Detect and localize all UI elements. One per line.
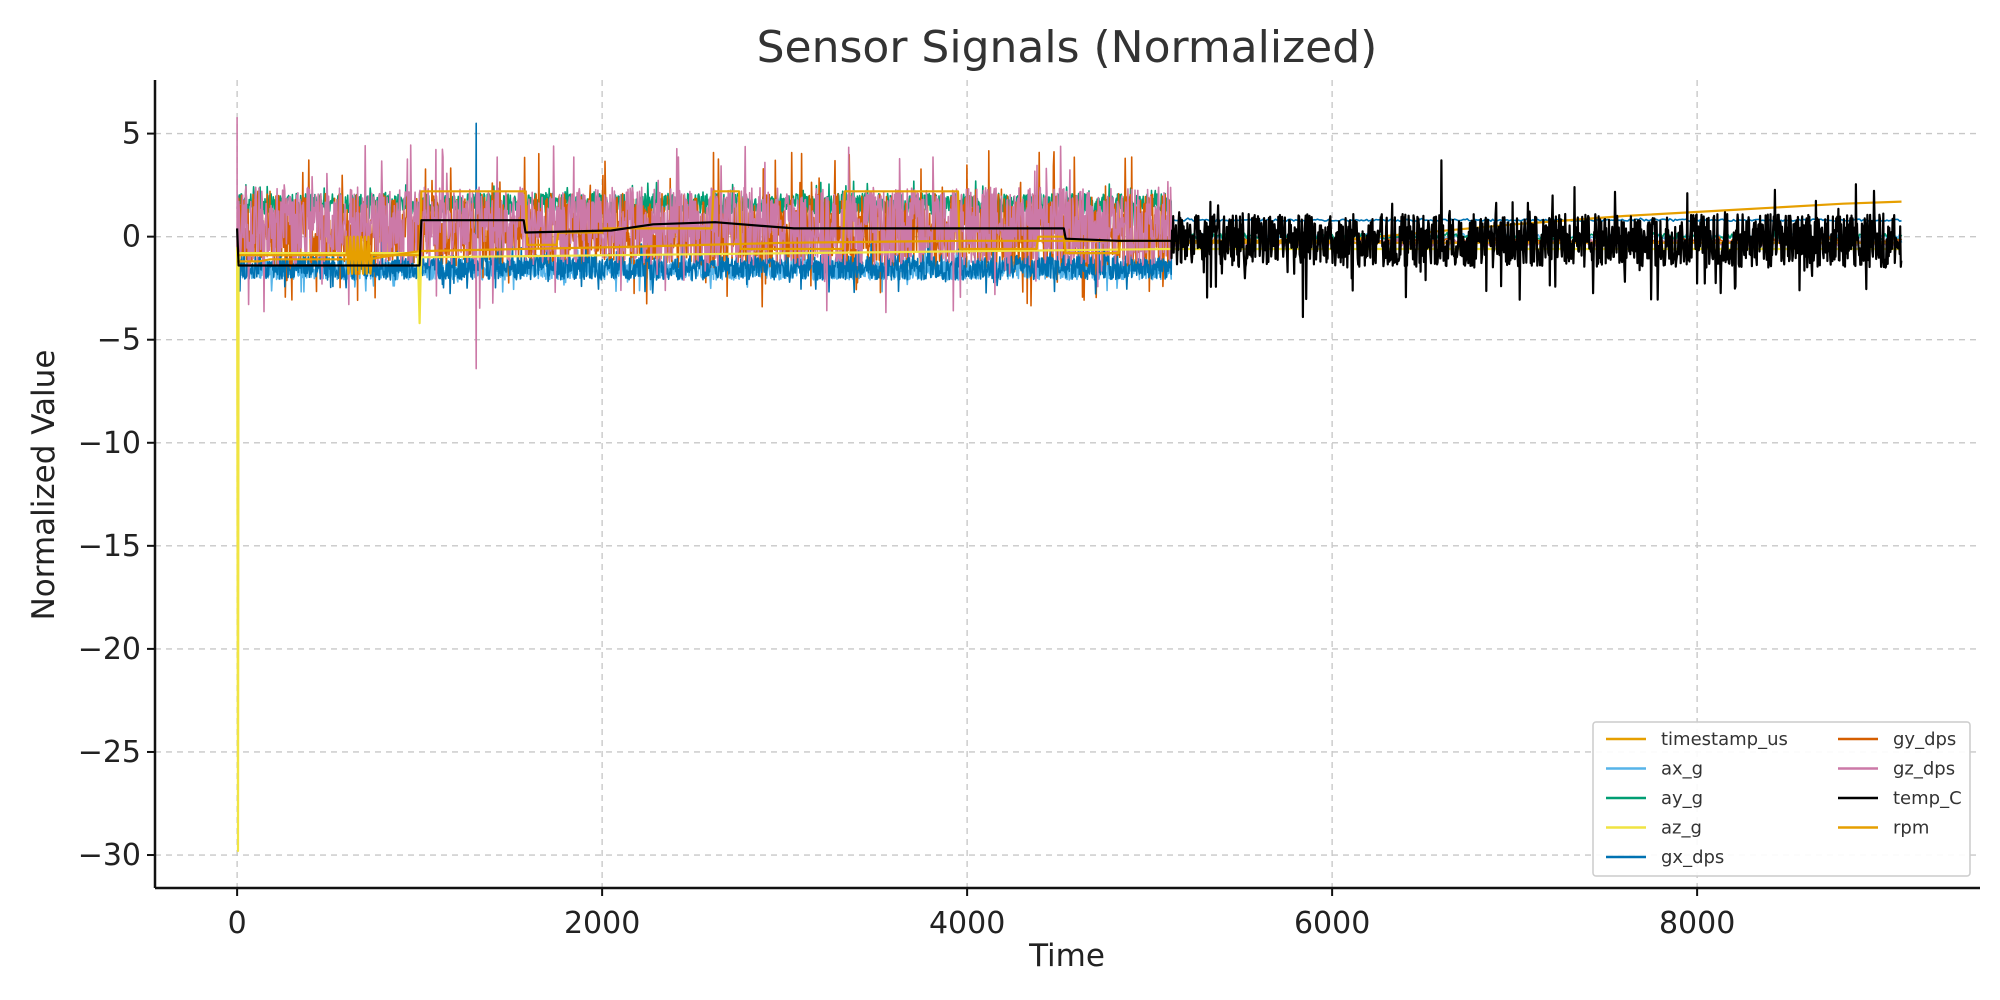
series-lines [236, 117, 1903, 852]
x-tick-label: 6000 [1294, 906, 1370, 941]
series-az_g [236, 246, 1902, 852]
series-line-rpm [237, 190, 1902, 275]
series-line-temp_C [236, 159, 1903, 319]
series-rpm [237, 190, 1902, 275]
legend-label: gy_dps [1893, 729, 1956, 750]
x-tick-label: 0 [228, 906, 247, 941]
series-temp_C [236, 159, 1903, 319]
axes [147, 80, 1980, 896]
legend-label: az_g [1661, 818, 1702, 839]
legend-label: gz_dps [1893, 759, 1955, 780]
legend-label: temp_C [1893, 788, 1962, 809]
legend-item-gz_dps: gz_dps [1838, 759, 1955, 780]
legend-label: ay_g [1661, 788, 1703, 809]
y-tick-label: 0 [122, 220, 141, 255]
legend-label: rpm [1893, 818, 1929, 839]
legend-item-ax_g: ax_g [1606, 759, 1703, 780]
x-tick-label: 4000 [929, 906, 1005, 941]
y-tick-label: −10 [78, 426, 141, 461]
legend-label: gx_dps [1661, 847, 1724, 868]
y-tick-label: 5 [122, 117, 141, 152]
legend-item-gx_dps: gx_dps [1606, 847, 1724, 868]
y-tick-label: −30 [78, 838, 141, 873]
y-tick-label: −20 [78, 632, 141, 667]
chart-title: Sensor Signals (Normalized) [757, 22, 1378, 73]
legend-box [1592, 721, 1971, 877]
y-tick-label: −25 [78, 735, 141, 770]
y-tick-label: −5 [97, 323, 141, 358]
x-tick-label: 2000 [564, 906, 640, 941]
y-axis-label: Normalized Value [26, 350, 62, 621]
tick-labels: 0 2000 4000 6000 8000 5 0 −5 −10 −15 −20 −25 −30 [78, 117, 1736, 941]
series-line-az_g [236, 246, 1902, 852]
x-axis-label: Time [1028, 938, 1105, 974]
x-tick-label: 8000 [1659, 906, 1735, 941]
legend-item-ay_g: ay_g [1606, 788, 1703, 809]
legend-item-timestamp_us: timestamp_us [1606, 729, 1788, 750]
legend: timestamp_us ax_g ay_g az_g gx_dps gy_dps gz_d… [1592, 721, 1971, 877]
legend-label: timestamp_us [1661, 729, 1788, 750]
legend-label: ax_g [1661, 759, 1703, 780]
y-tick-label: −15 [78, 529, 141, 564]
legend-item-temp_C: temp_C [1838, 788, 1962, 809]
legend-item-az_g: az_g [1606, 818, 1702, 839]
legend-item-gy_dps: gy_dps [1838, 729, 1956, 750]
legend-item-rpm: rpm [1838, 818, 1929, 839]
